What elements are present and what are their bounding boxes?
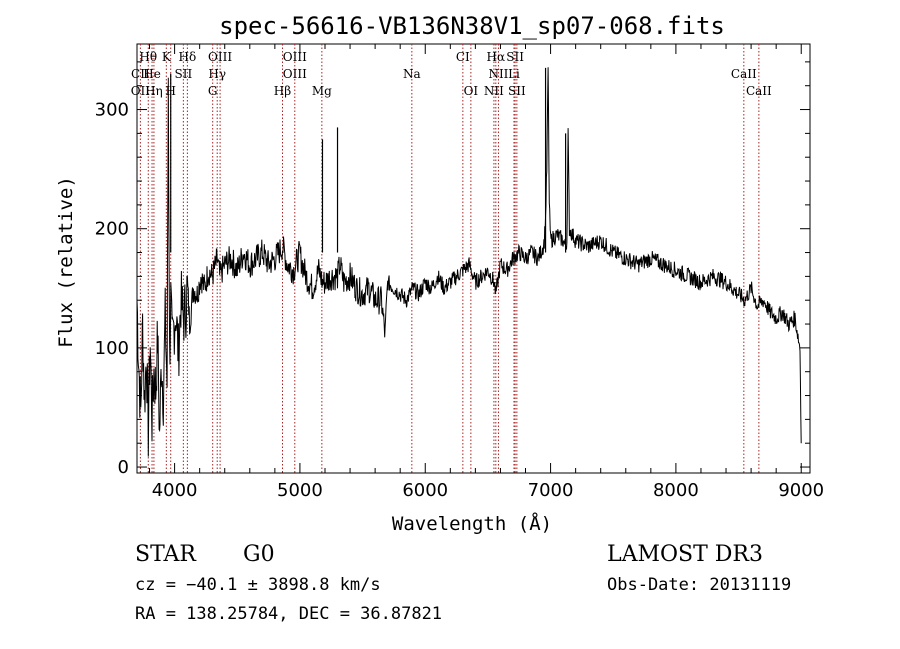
y-tick-label: 200 [95, 219, 129, 240]
line-label: OIII [283, 67, 307, 81]
line-label: OIII [283, 50, 307, 64]
line-label: NII [484, 84, 504, 98]
line-label: Hα [487, 50, 506, 64]
line-label: K [162, 50, 172, 64]
line-label: Hη [145, 84, 163, 98]
line-label: G [208, 84, 218, 98]
x-tick-label: 8000 [653, 480, 699, 501]
line-label: CII [131, 67, 150, 81]
object-class: STAR [135, 542, 197, 567]
line-label: OII [131, 84, 151, 98]
line-label: Li [508, 67, 520, 81]
y-axis-label: Flux (relative) [55, 176, 77, 348]
obs-date: Obs-Date: 20131119 [607, 575, 791, 595]
x-tick-label: 5000 [277, 480, 323, 501]
line-label: Hγ [208, 67, 226, 81]
line-label: SII [175, 67, 193, 81]
y-tick-label: 300 [95, 100, 129, 121]
line-label: Hβ [274, 84, 291, 98]
line-label: Na [403, 67, 421, 81]
plot-frame [136, 43, 811, 474]
line-label: OIII [208, 50, 232, 64]
x-tick-label: 4000 [152, 480, 198, 501]
subclass: G0 [243, 542, 275, 567]
survey-name: LAMOST DR3 [607, 542, 763, 567]
line-label: NII [488, 67, 508, 81]
line-label: Hθ [139, 50, 157, 64]
line-label: He [143, 67, 161, 81]
spectrum-line [136, 67, 802, 457]
line-label: OI [464, 84, 479, 98]
redshift-cz: cz = −40.1 ± 3898.8 km/s [135, 575, 381, 595]
line-label: CaII [746, 84, 772, 98]
y-tick-label: 100 [95, 338, 129, 359]
x-tick-label: 6000 [402, 480, 448, 501]
line-label: SII [508, 84, 526, 98]
spectrum-series [136, 67, 802, 457]
line-label: CaII [731, 67, 757, 81]
x-tick-label: 7000 [528, 480, 574, 501]
x-axis-label: Wavelength (Å) [392, 512, 552, 535]
chart-title: spec-56616-VB136N38V1_sp07-068.fits [219, 12, 725, 40]
line-label: Mg [312, 84, 332, 98]
line-label: Hδ [179, 50, 197, 64]
line-label: SII [506, 50, 524, 64]
line-label: CI [456, 50, 470, 64]
x-tick-label: 9000 [778, 480, 824, 501]
y-tick-label: 0 [118, 457, 129, 478]
coordinates: RA = 138.25784, DEC = 36.87821 [135, 604, 442, 624]
axis-ticks: 4000 5000 6000 7000 8000 9000 0 100 200 300 [95, 44, 824, 501]
